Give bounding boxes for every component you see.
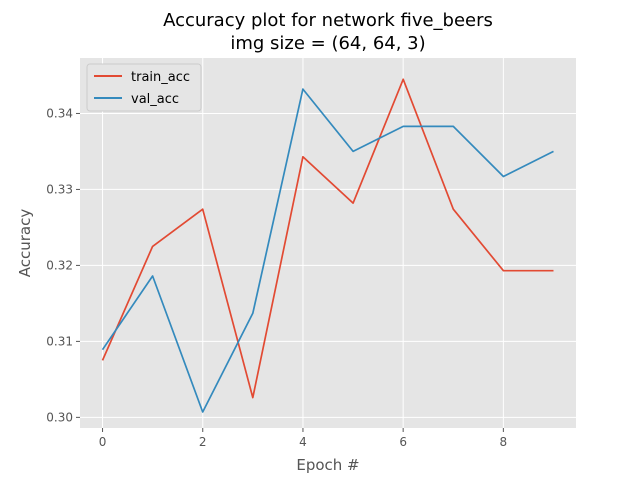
x-tick-label: 6 — [399, 435, 407, 449]
chart-title-line-2: img size = (64, 64, 3) — [230, 33, 425, 54]
y-tick-label: 0.34 — [46, 106, 73, 120]
axis-ticks: 0 2 4 6 8 0.30 0.31 0.32 0.33 0.34 — [46, 106, 507, 449]
y-tick-label: 0.31 — [46, 334, 73, 348]
chart-title-line-1: Accuracy plot for network five_beers — [163, 10, 493, 31]
legend-label-train-acc: train_acc — [131, 70, 190, 85]
y-tick-label: 0.30 — [46, 410, 73, 424]
x-tick-label: 2 — [199, 435, 207, 449]
x-tick-label: 8 — [500, 435, 508, 449]
series-line-train-acc — [101, 78, 554, 399]
legend: train_acc val_acc — [86, 63, 202, 112]
grid-lines — [80, 58, 576, 428]
x-tick-label: 4 — [299, 435, 307, 449]
y-tick-label: 0.33 — [46, 182, 73, 196]
legend-label-val-acc: val_acc — [131, 92, 179, 107]
x-tick-label: 0 — [99, 435, 107, 449]
series-lines — [101, 78, 554, 413]
series-line-val-acc — [101, 88, 554, 413]
y-tick-label: 0.32 — [46, 258, 73, 272]
y-axis-label: Accuracy — [16, 209, 34, 278]
x-axis-label: Epoch # — [296, 456, 359, 474]
